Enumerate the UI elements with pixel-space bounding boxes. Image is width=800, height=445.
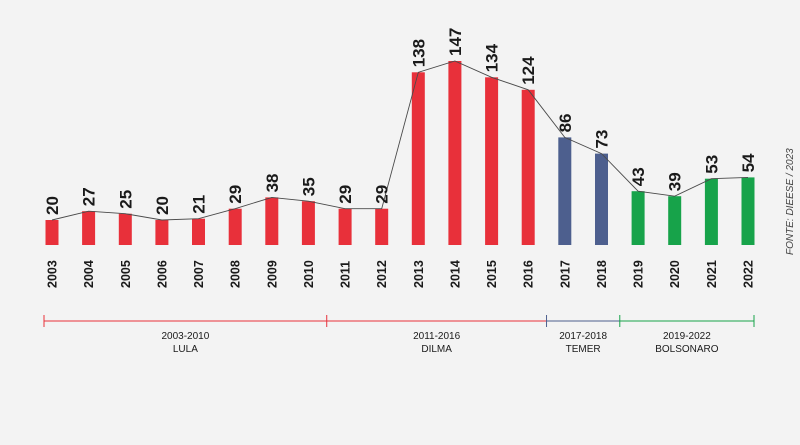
trend-line-overlay bbox=[51, 60, 749, 221]
value-label-2005: 25 bbox=[116, 190, 135, 209]
year-label-2020: 2020 bbox=[668, 260, 682, 288]
value-label-2008: 29 bbox=[226, 185, 245, 204]
bar-2009 bbox=[265, 197, 279, 245]
bar-2021 bbox=[704, 178, 718, 245]
period-name-label: BOLSONARO bbox=[655, 344, 719, 355]
bar-2003 bbox=[45, 220, 59, 245]
year-label-2007: 2007 bbox=[192, 260, 206, 288]
bar-2008 bbox=[228, 208, 242, 245]
year-label-2010: 2010 bbox=[302, 260, 316, 288]
value-label-2006: 20 bbox=[153, 196, 172, 215]
value-label-2018: 73 bbox=[593, 130, 612, 149]
bar-2018 bbox=[595, 153, 608, 245]
period-bolsonaro: 2019-2022 BOLSONARO bbox=[619, 315, 755, 355]
period-name-label: TEMER bbox=[566, 344, 601, 355]
bar-2006 bbox=[155, 220, 169, 245]
bar-2010 bbox=[301, 201, 315, 245]
value-label-2007: 21 bbox=[190, 195, 209, 214]
year-label-2018: 2018 bbox=[595, 260, 609, 288]
year-label-2015: 2015 bbox=[485, 260, 499, 288]
value-label-2015: 134 bbox=[483, 43, 502, 72]
bar-2022 bbox=[741, 177, 755, 245]
value-label-2010: 35 bbox=[299, 177, 318, 196]
bar-2014 bbox=[448, 61, 462, 245]
bar-2015 bbox=[485, 77, 499, 245]
period-range-label: 2017-2018 bbox=[559, 331, 607, 342]
year-label-2005: 2005 bbox=[119, 260, 133, 288]
value-label-2016: 124 bbox=[519, 56, 538, 85]
period-temer: 2017-2018 TEMER bbox=[546, 315, 620, 355]
period-dilma: 2011-2016 DILMA bbox=[326, 315, 547, 355]
value-label-2014: 147 bbox=[446, 28, 465, 56]
value-label-2013: 138 bbox=[409, 39, 428, 67]
period-range-label: 2019-2022 bbox=[663, 331, 711, 342]
bars-layer bbox=[45, 61, 755, 245]
year-label-2008: 2008 bbox=[229, 260, 243, 288]
year-label-2021: 2021 bbox=[705, 260, 719, 288]
value-label-2019: 43 bbox=[629, 167, 648, 186]
bar-2005 bbox=[118, 213, 132, 245]
value-label-2017: 86 bbox=[556, 113, 575, 132]
value-label-2004: 27 bbox=[80, 187, 99, 206]
period-range-label: 2003-2010 bbox=[161, 331, 209, 342]
year-label-2003: 2003 bbox=[46, 260, 60, 288]
year-label-2006: 2006 bbox=[155, 260, 169, 288]
year-label-2022: 2022 bbox=[742, 260, 756, 288]
bar-2013 bbox=[411, 72, 425, 245]
year-label-2016: 2016 bbox=[522, 260, 536, 288]
bar-2012 bbox=[375, 208, 389, 245]
value-label-2020: 39 bbox=[666, 172, 685, 191]
bar-2011 bbox=[338, 208, 352, 245]
year-label-2017: 2017 bbox=[558, 260, 572, 288]
year-label-2013: 2013 bbox=[412, 260, 426, 288]
value-label-2003: 20 bbox=[43, 196, 62, 215]
trend-line bbox=[51, 60, 749, 221]
value-label-2009: 38 bbox=[263, 173, 282, 192]
value-labels-layer: 20 27 25 20 21 29 38 35 29 29 138 147 134 124 86 73 43 39… bbox=[43, 28, 758, 215]
bar-2017 bbox=[558, 137, 572, 245]
period-brackets-layer: 2003-2010 LULA 2011-2016 DILMA 2017-2018 TEME… bbox=[43, 315, 755, 355]
year-label-2009: 2009 bbox=[265, 260, 279, 288]
value-label-2022: 54 bbox=[739, 153, 758, 172]
year-label-2014: 2014 bbox=[448, 260, 462, 288]
period-range-label: 2011-2016 bbox=[413, 331, 461, 342]
bar-2004 bbox=[82, 211, 96, 245]
period-name-label: DILMA bbox=[421, 344, 452, 355]
source-label: FONTE: DIEESE / 2023 bbox=[785, 148, 796, 255]
year-label-2011: 2011 bbox=[339, 261, 353, 288]
value-label-2021: 53 bbox=[702, 155, 721, 174]
period-name-label: LULA bbox=[173, 344, 198, 355]
bar-2016 bbox=[521, 89, 535, 245]
bar-2007 bbox=[192, 218, 205, 245]
year-label-2004: 2004 bbox=[82, 260, 96, 288]
value-label-2012: 29 bbox=[373, 185, 392, 204]
bar-2020 bbox=[668, 196, 682, 245]
value-label-2011: 29 bbox=[336, 185, 355, 204]
year-label-2019: 2019 bbox=[632, 260, 646, 288]
period-lula: 2003-2010 LULA bbox=[43, 315, 327, 355]
year-labels-layer: 2003 2004 2005 2006 2007 2008 2009 2010 2011 2012… bbox=[46, 260, 756, 288]
year-label-2012: 2012 bbox=[375, 260, 389, 288]
bar-2019 bbox=[631, 191, 645, 245]
